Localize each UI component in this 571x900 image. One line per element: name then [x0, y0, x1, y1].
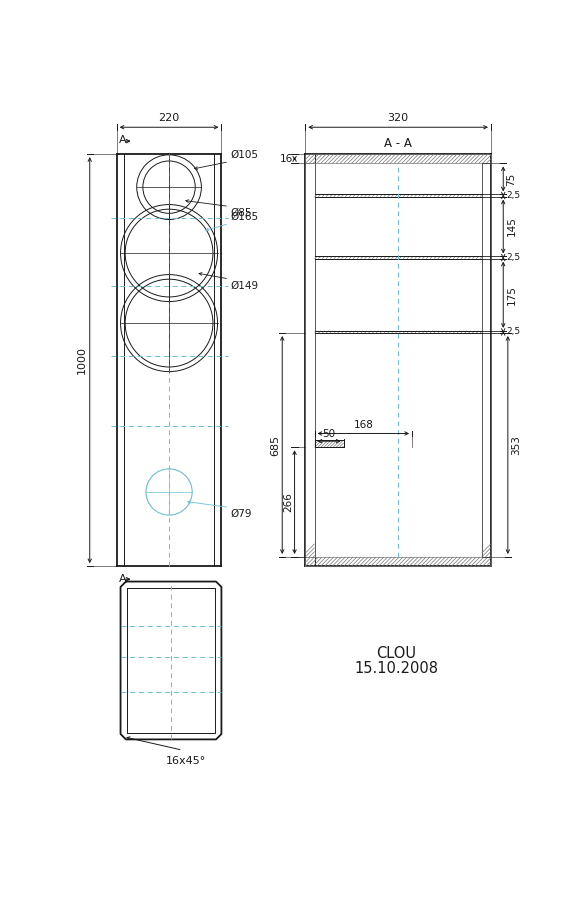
- Text: 16x45°: 16x45°: [166, 756, 207, 766]
- Text: 220: 220: [158, 113, 180, 123]
- Text: 15.10.2008: 15.10.2008: [354, 662, 438, 676]
- Text: 50: 50: [323, 429, 336, 439]
- Text: Ø79: Ø79: [231, 508, 252, 519]
- Text: 1000: 1000: [77, 346, 87, 374]
- Text: 145: 145: [506, 217, 516, 237]
- Text: Ø85: Ø85: [231, 208, 252, 218]
- Text: A - A: A - A: [384, 137, 412, 149]
- Text: 2,5: 2,5: [506, 253, 520, 262]
- Text: 2,5: 2,5: [506, 191, 520, 200]
- Text: 353: 353: [511, 435, 521, 454]
- Text: 16: 16: [280, 154, 293, 164]
- Text: 266: 266: [283, 492, 293, 512]
- Text: 2,5: 2,5: [506, 328, 520, 337]
- Text: A: A: [119, 135, 127, 146]
- Text: 168: 168: [353, 420, 373, 430]
- Text: Ø105: Ø105: [231, 150, 259, 160]
- Text: 175: 175: [506, 284, 516, 305]
- Text: 320: 320: [388, 113, 409, 123]
- Text: 685: 685: [270, 435, 280, 455]
- Text: CLOU: CLOU: [376, 645, 416, 661]
- Text: Ø165: Ø165: [231, 212, 259, 222]
- Text: Ø149: Ø149: [231, 281, 259, 291]
- Text: A: A: [119, 573, 127, 583]
- Text: 75: 75: [506, 172, 516, 185]
